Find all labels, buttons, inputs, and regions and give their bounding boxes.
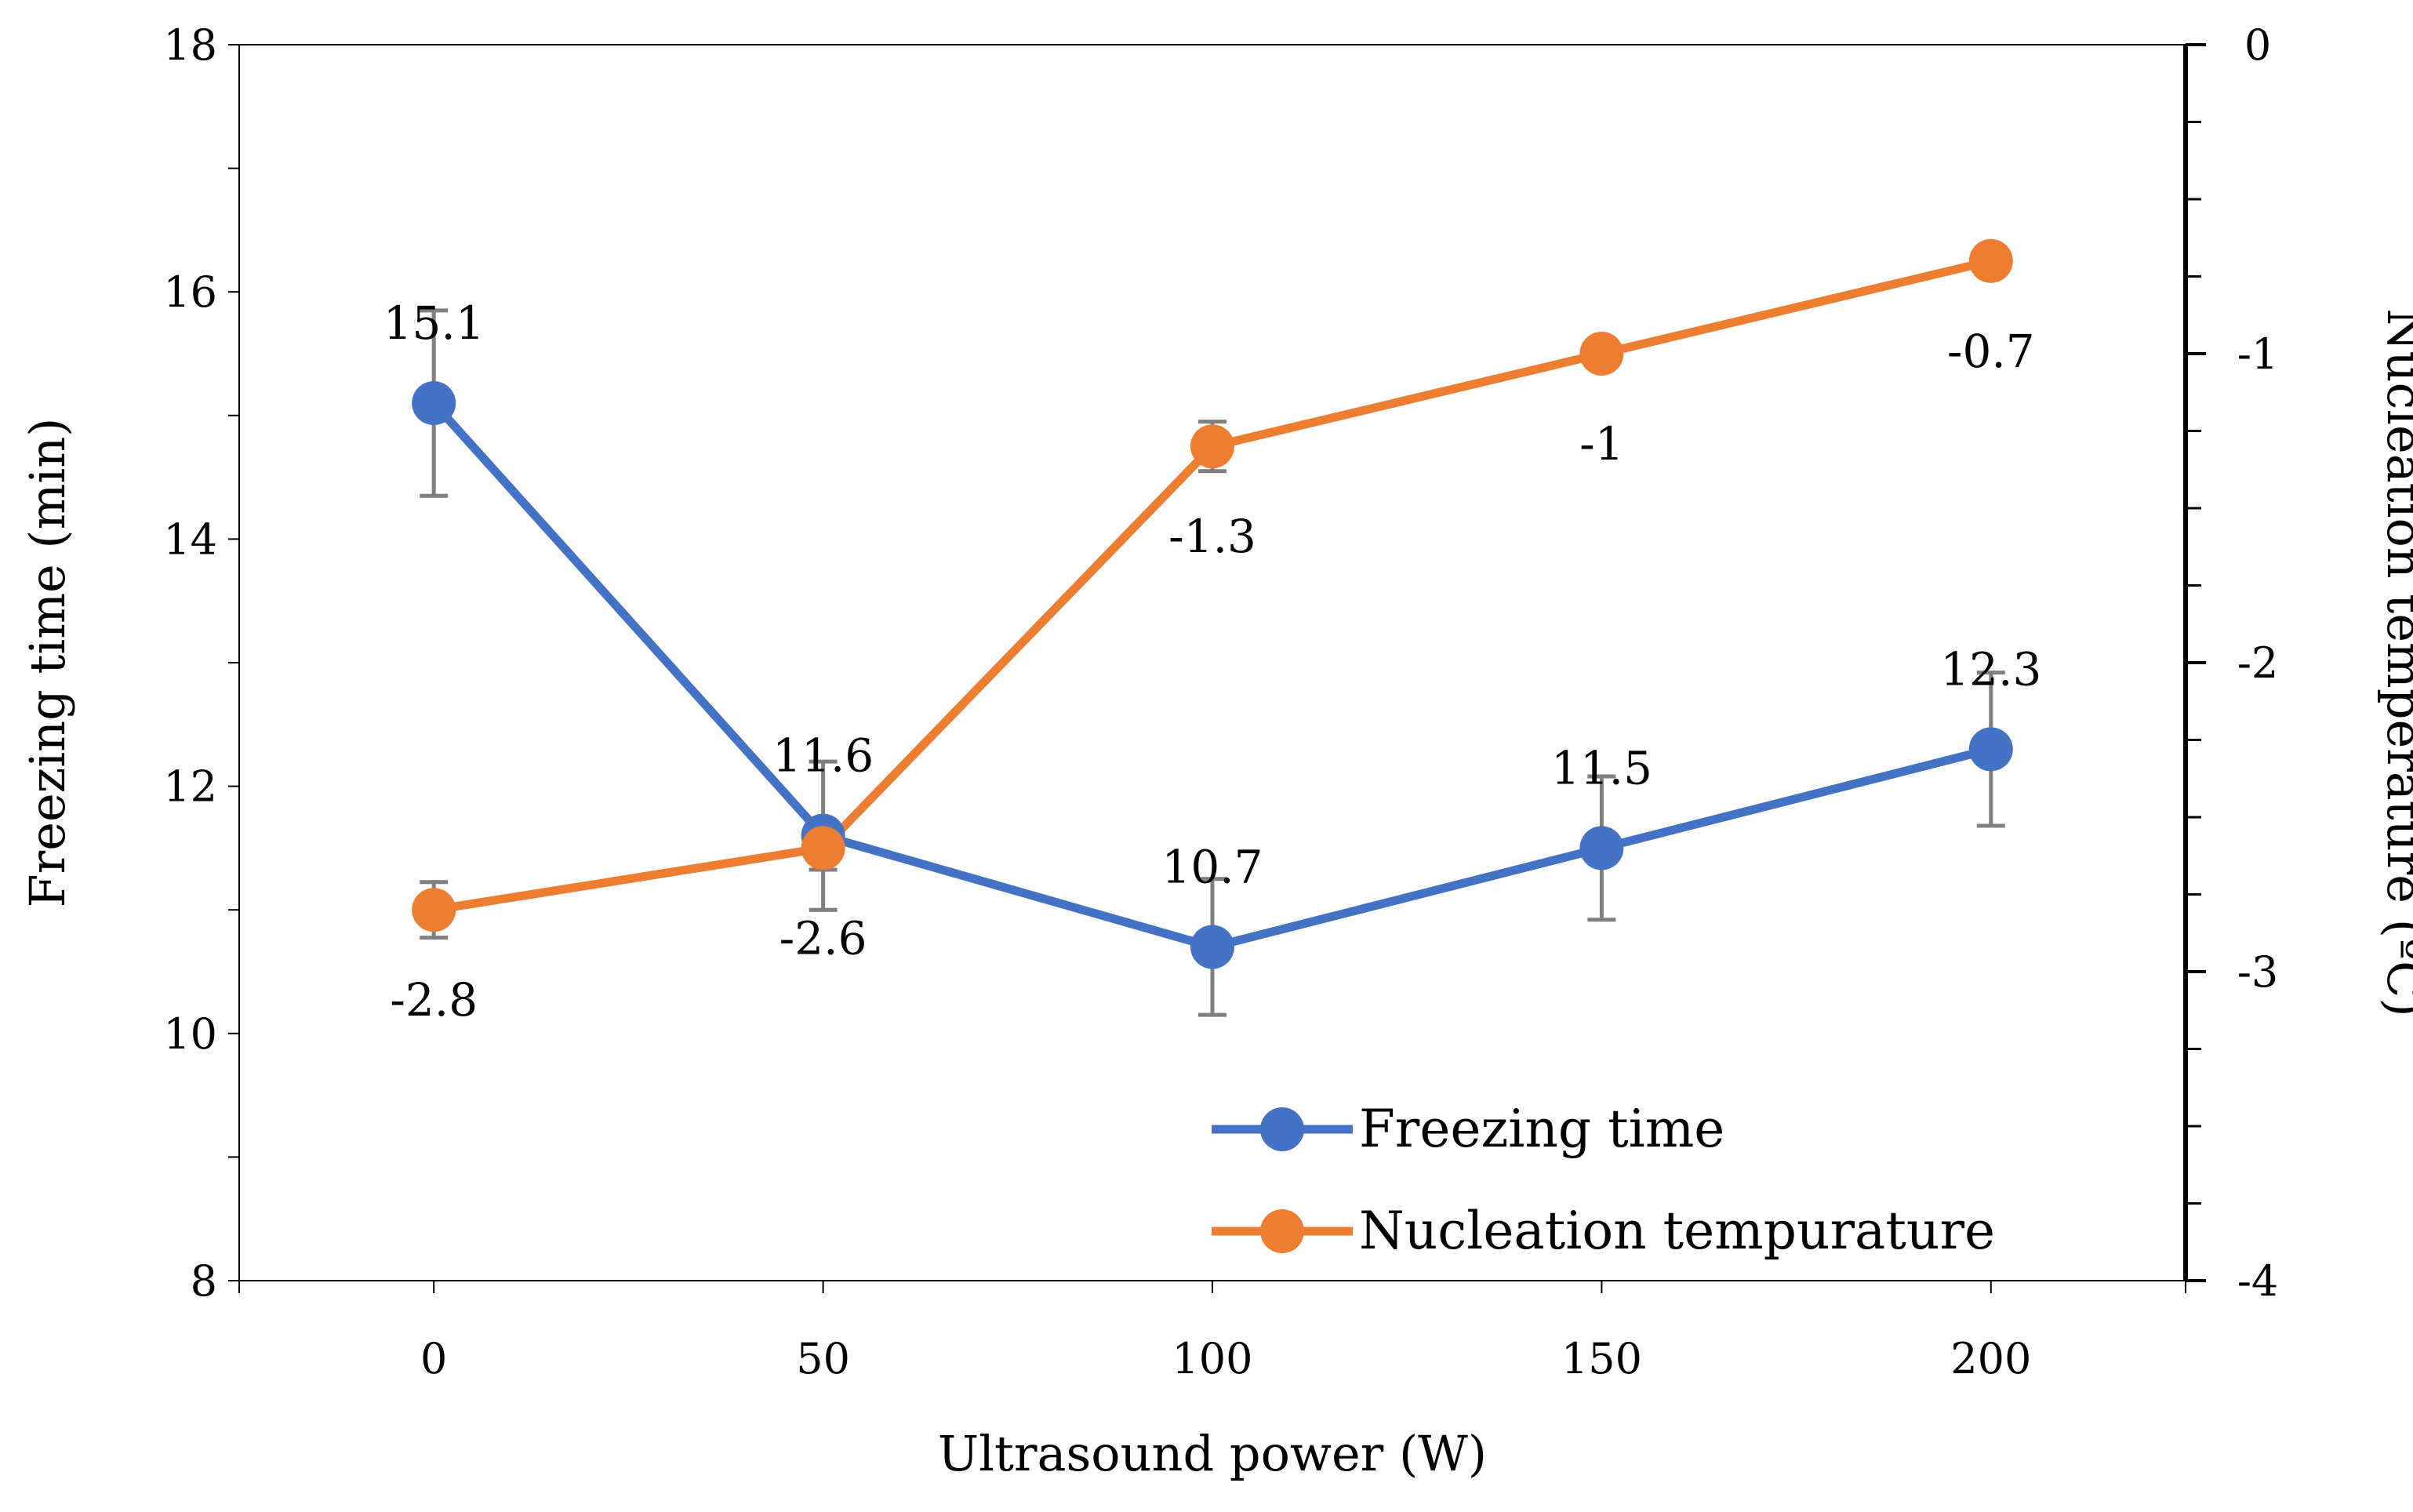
y2-tick-label: -3	[2237, 947, 2279, 997]
series-point-1	[1579, 332, 1624, 376]
series-point-0	[412, 381, 456, 426]
data-label-freezing: 10.7	[1161, 840, 1263, 893]
data-label-nucleation: -1	[1579, 417, 1624, 471]
y-tick-label: 16	[163, 267, 217, 317]
legend-label-0: Freezing time	[1359, 1099, 1724, 1159]
y-tick-label: 12	[163, 762, 217, 812]
series-point-0	[1579, 826, 1624, 870]
series-point-0	[1968, 727, 2013, 772]
y2-tick-label: -4	[2237, 1256, 2279, 1306]
y-tick-label: 10	[163, 1009, 217, 1059]
plot-area	[238, 44, 2186, 1281]
series-point-1	[801, 826, 845, 870]
data-label-freezing: 12.3	[1940, 642, 2041, 696]
y-axis-title: Freezing time (min)	[19, 418, 76, 908]
series-point-1	[1968, 238, 2013, 283]
series-point-1	[1190, 424, 1234, 469]
x-tick-label: 0	[420, 1334, 447, 1383]
legend-marker-1	[1260, 1209, 1304, 1253]
series-point-1	[412, 888, 456, 932]
y-tick-label: 18	[163, 20, 217, 70]
x-tick-label: 100	[1172, 1334, 1252, 1383]
data-label-freezing: 11.6	[772, 729, 874, 783]
series-point-0	[1190, 925, 1234, 969]
data-label-nucleation: -2.6	[780, 911, 867, 965]
y-tick-label: 8	[191, 1256, 217, 1306]
data-label-freezing: 11.5	[1551, 741, 1652, 794]
x-axis-title: Ultrasound power (W)	[938, 1425, 1487, 1482]
y2-axis-title: Nucleation temperature (ºC)	[2376, 308, 2413, 1016]
data-label-freezing: 15.1	[383, 296, 485, 350]
x-tick-label: 150	[1561, 1334, 1642, 1383]
y2-tick-label: 0	[2244, 20, 2271, 70]
legend-marker-0	[1260, 1107, 1304, 1151]
legend: Freezing time Nucleation tempurature	[1212, 1099, 1995, 1261]
data-label-nucleation: -2.8	[390, 973, 478, 1027]
x-tick-label: 50	[796, 1334, 850, 1383]
x-tick-label: 200	[1950, 1334, 2031, 1383]
legend-label-1: Nucleation tempurature	[1359, 1201, 1995, 1261]
y2-tick-label: -2	[2237, 638, 2279, 688]
y2-tick-label: -1	[2237, 329, 2279, 379]
y-tick-label: 14	[163, 514, 217, 564]
data-label-nucleation: -1.3	[1168, 510, 1256, 563]
data-label-nucleation: -0.7	[1947, 325, 2035, 378]
